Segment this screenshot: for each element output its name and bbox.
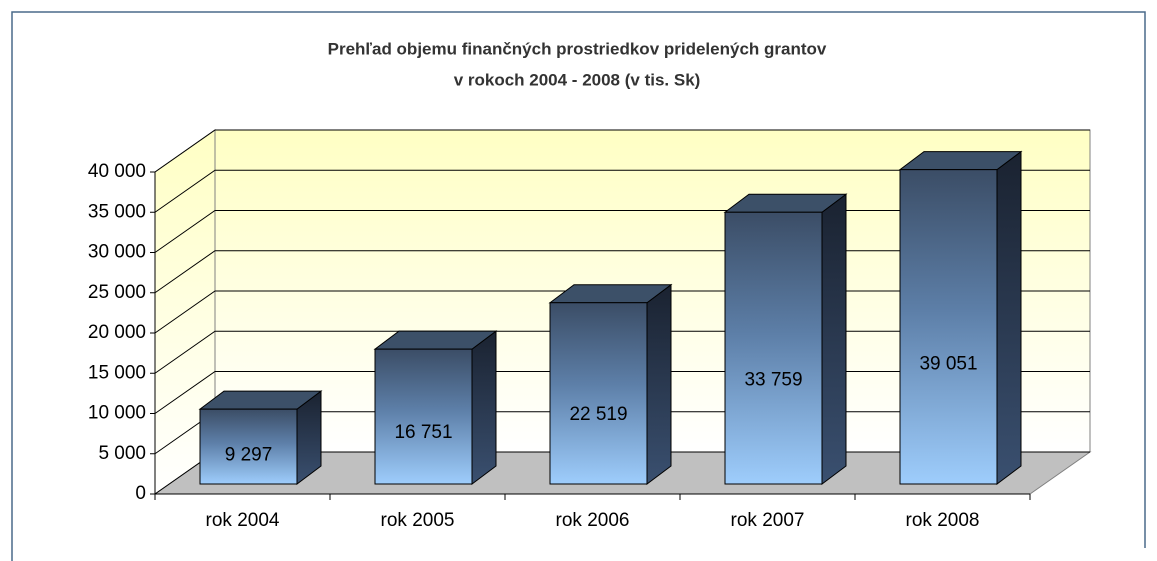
chart-subtitle: v rokoch 2004 - 2008 (v tis. Sk) [454,70,701,89]
value-label: 33 759 [744,370,802,391]
chart-title: Prehľad objemu finančných prostriedkov p… [328,39,827,58]
value-label: 16 751 [394,422,452,443]
frame [11,11,1146,561]
bar-front [899,169,998,485]
bar [198,390,323,485]
x-tick-label: rok 2008 [906,510,980,531]
y-tick-label: 20 000 [88,322,146,343]
bar [548,283,673,485]
bar [898,150,1023,485]
y-tick-label: 40 000 [88,161,146,182]
x-tick-label: rok 2007 [731,510,805,531]
y-tick-label: 35 000 [88,201,146,222]
y-tick-label: 30 000 [88,242,146,263]
bar-side [471,330,497,485]
x-tick-label: rok 2006 [556,510,630,531]
x-tick-label: rok 2004 [206,510,280,531]
bar [373,330,498,485]
bar-front [549,302,648,485]
x-tick-label: rok 2005 [381,510,455,531]
value-label: 39 051 [919,354,977,375]
y-tick-label: 0 [135,483,146,504]
value-label: 22 519 [569,404,627,425]
plot-area: 0 5 000 10 000 15 000 20 000 25 000 30 000 35 0… [88,129,1092,531]
bar-front [374,348,473,485]
bar-side [996,150,1022,485]
bar-side [646,283,672,485]
bar-front [724,211,823,485]
grid-line [154,169,1090,213]
bar-front [199,408,298,485]
y-tick-label: 25 000 [88,282,146,303]
bar-side [821,193,847,485]
value-label: 9 297 [225,445,273,466]
y-tick-label: 5 000 [98,443,146,464]
y-tick-label: 10 000 [88,403,146,424]
bar [723,193,848,485]
y-tick-label: 15 000 [88,362,146,383]
grid-line [154,129,1090,173]
